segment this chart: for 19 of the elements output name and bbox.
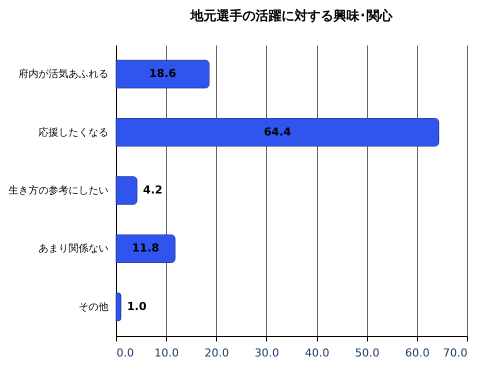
chart-title: 地元選手の活躍に対する興味･関心: [190, 8, 394, 24]
x-tick-label: 10.0: [154, 346, 179, 360]
data-label: 1.0: [127, 300, 147, 313]
data-label: 11.8: [132, 242, 160, 255]
y-tick-label: あまり関係ない: [38, 242, 108, 255]
data-label: 18.6: [149, 67, 177, 80]
x-tick-label: 70.0: [443, 346, 468, 360]
data-label: 4.2: [143, 184, 163, 196]
y-tick-label: 生き方の参考にしたい: [8, 184, 108, 196]
y-tick-label: 府内が活気あふれる: [18, 68, 108, 80]
x-tick-label: 0.0: [116, 346, 134, 360]
x-tick-label: 50.0: [354, 346, 380, 360]
y-tick-label: その他: [78, 300, 108, 313]
data-label: 64.4: [264, 125, 292, 138]
x-tick-label: 30.0: [254, 346, 280, 360]
y-tick-label: 応援したくなる: [38, 126, 108, 138]
x-tick-label: 40.0: [304, 346, 330, 360]
x-tick-label: 60.0: [405, 346, 430, 360]
x-tick-label: 20.0: [204, 346, 230, 360]
